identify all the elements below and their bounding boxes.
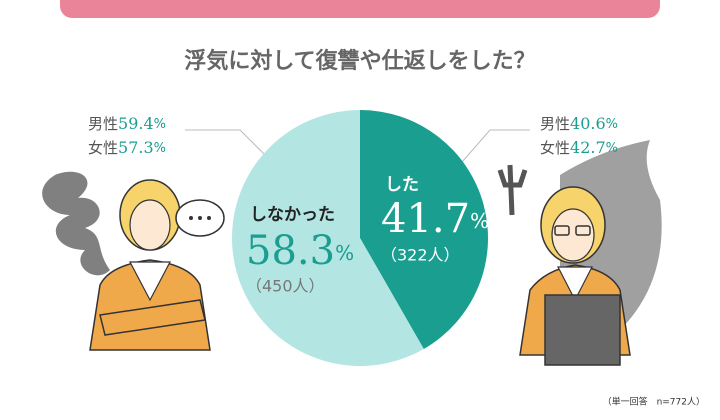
slice-label: しなかった (250, 205, 335, 225)
slice-value: 41.7% (381, 196, 489, 242)
value-number: 58.3 (246, 228, 335, 274)
breakdown-label: 男性 (540, 115, 570, 133)
slice-count: （450人） (246, 277, 325, 296)
leader-line (454, 129, 530, 171)
value-number: 41.7 (381, 196, 470, 242)
leader-line (185, 129, 276, 166)
breakdown-unit: % (154, 141, 166, 156)
breakdown: 女性42.7% (540, 138, 618, 157)
breakdown-unit: % (154, 117, 166, 132)
value-unit: % (335, 241, 354, 265)
breakdown-value: 59.4 (118, 114, 154, 133)
breakdown: 女性57.3% (88, 138, 166, 157)
breakdown-label: 男性 (88, 115, 118, 133)
note: （単一回答 n=772人） (603, 396, 705, 408)
pie-slice (360, 110, 488, 349)
left-illustration (42, 171, 225, 351)
breakdown-label: 女性 (88, 139, 118, 157)
value-unit: % (470, 209, 489, 233)
top-banner (60, 0, 660, 18)
breakdown-value: 42.7 (570, 138, 606, 157)
breakdown-value: 40.6 (570, 114, 606, 133)
breakdown-unit: % (606, 117, 618, 132)
slice-count: （322人） (381, 246, 460, 265)
pie-slice (232, 110, 424, 366)
breakdown: 男性40.6% (540, 114, 618, 133)
breakdown-unit: % (606, 141, 618, 156)
chart-title: 浮気に対して復讐や仕返しをした？ (184, 48, 535, 74)
slice-label: した (385, 175, 419, 195)
breakdown: 男性59.4% (88, 114, 166, 133)
breakdown-value: 57.3 (118, 138, 154, 157)
right-illustration (497, 140, 662, 366)
pie (232, 110, 488, 366)
breakdown-label: 女性 (540, 139, 570, 157)
slice-value: 58.3% (246, 228, 354, 274)
